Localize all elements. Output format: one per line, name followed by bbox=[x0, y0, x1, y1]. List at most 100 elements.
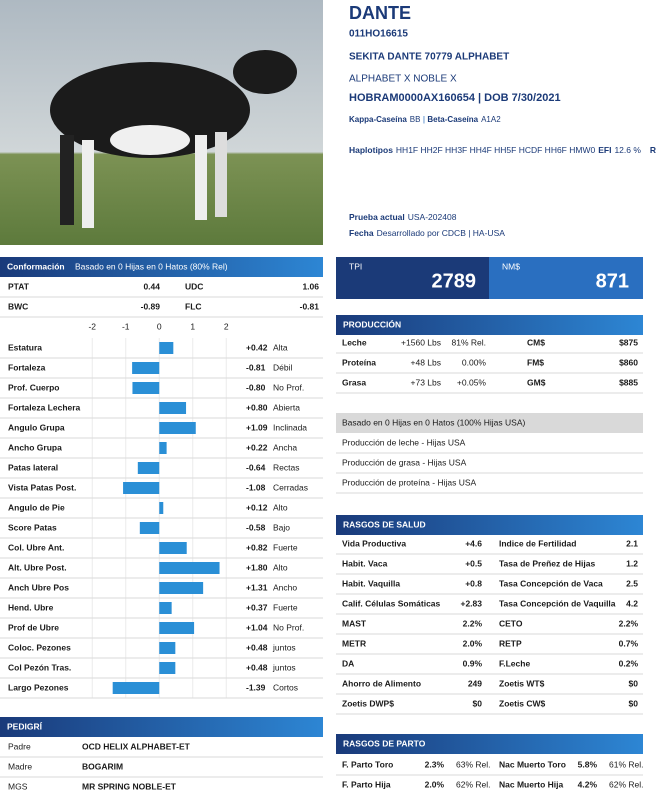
trait-desc: Ancho bbox=[273, 582, 297, 592]
health-value: 2.0% bbox=[463, 638, 483, 648]
index-label: TPI bbox=[349, 261, 362, 271]
trait-bar bbox=[139, 522, 160, 534]
trait-value: +0.22 bbox=[246, 442, 268, 452]
health-value: 249 bbox=[468, 678, 482, 688]
trait-value: +1.80 bbox=[246, 562, 268, 572]
trait-name: Ancho Grupa bbox=[8, 442, 62, 452]
calving-value: 4.2% bbox=[578, 779, 598, 789]
evaluation-label: Fecha bbox=[349, 228, 374, 238]
trait-desc: Abierta bbox=[273, 402, 300, 412]
trait-bar bbox=[137, 462, 160, 474]
trait-name: Hend. Ubre bbox=[8, 602, 54, 612]
trait-value: -1.08 bbox=[246, 482, 266, 492]
trait-value: +0.82 bbox=[246, 542, 268, 552]
index-value: 2789 bbox=[432, 270, 477, 292]
evaluation: Prueba actual USA-202408 bbox=[349, 212, 457, 222]
daughter-trait: Producción de leche - Hijas USA bbox=[342, 437, 466, 447]
trait-desc: Bajo bbox=[273, 522, 290, 532]
evaluation-value: Desarrollado por CDCB | HA-USA bbox=[377, 228, 506, 238]
trait-value: +0.48 bbox=[246, 642, 268, 652]
summary-label: PTAT bbox=[8, 281, 30, 291]
production-label: Grasa bbox=[342, 377, 366, 387]
section-title: PEDIGRÍ bbox=[7, 721, 43, 731]
section-title: PRODUCCIÓN bbox=[343, 318, 401, 329]
trait-value: -0.64 bbox=[246, 462, 266, 472]
casein-label: Beta-Caseína bbox=[427, 115, 478, 124]
evaluation-label: Prueba actual bbox=[349, 212, 405, 222]
trait-value: -0.81 bbox=[246, 362, 266, 372]
trait-bar bbox=[132, 362, 160, 374]
health-value: +0.8 bbox=[465, 578, 482, 588]
health-value: $0 bbox=[473, 698, 483, 708]
trait-name: Fortaleza Lechera bbox=[8, 402, 81, 412]
trait-value: +1.04 bbox=[246, 622, 268, 632]
trait-desc: Fuerte bbox=[273, 542, 298, 552]
health-label: DA bbox=[342, 658, 354, 668]
health-value: +4.6 bbox=[465, 538, 482, 548]
x-tick-label: -1 bbox=[122, 321, 130, 331]
haplotype-label: Haplotipos bbox=[349, 145, 393, 155]
trait-name: Largo Pezones bbox=[8, 682, 69, 692]
trait-value: +1.31 bbox=[246, 582, 268, 592]
daughter-trait: Producción de grasa - Hijas USA bbox=[342, 457, 467, 467]
trait-desc: Débil bbox=[273, 362, 292, 372]
haplotype-extra: RHA bbox=[650, 145, 656, 155]
trait-bar bbox=[159, 542, 187, 554]
trait-bar bbox=[159, 582, 204, 594]
section-header bbox=[0, 257, 323, 277]
health-value: 1.2 bbox=[626, 558, 638, 568]
health-label: Zoetis DWP$ bbox=[342, 698, 394, 708]
summary-value: -0.89 bbox=[141, 301, 161, 311]
trait-desc: Rectas bbox=[273, 462, 299, 472]
health-label: Zoetis WT$ bbox=[499, 678, 545, 688]
casein-value: BB bbox=[410, 115, 421, 124]
health-label: RETP bbox=[499, 638, 522, 648]
trait-value: +0.37 bbox=[246, 602, 268, 612]
calving-label: F. Parto Hija bbox=[342, 779, 391, 789]
trait-bar bbox=[123, 482, 160, 494]
trait-value: -0.58 bbox=[246, 522, 266, 532]
production-rel: 0.00% bbox=[462, 357, 487, 367]
health-value: $0 bbox=[629, 678, 639, 688]
section-header bbox=[0, 717, 323, 737]
health-label: Tasa de Preñez de Hijas bbox=[499, 558, 595, 568]
calving-label: Nac Muerto Toro bbox=[499, 759, 566, 769]
trait-name: Alt. Ubre Post. bbox=[8, 562, 67, 572]
index-box bbox=[336, 257, 489, 299]
x-tick-label: 0 bbox=[157, 321, 162, 331]
production-rel: +0.05% bbox=[457, 377, 487, 387]
calving-label: F. Parto Toro bbox=[342, 759, 393, 769]
production-value: +1560 Lbs bbox=[401, 337, 441, 347]
calving-value: 2.3% bbox=[425, 759, 445, 769]
bull-full-name: SEKITA DANTE 70779 ALPHABET bbox=[349, 52, 509, 63]
pedigree-value: MR SPRING NOBLE-ET bbox=[82, 781, 177, 791]
index-box bbox=[489, 257, 643, 299]
registration: HOBRAM0000AX160654 | DOB 7/30/2021 bbox=[349, 92, 561, 104]
section-header bbox=[336, 315, 643, 335]
production-index-value: $875 bbox=[619, 337, 638, 347]
health-label: Indice de Fertilidad bbox=[499, 538, 576, 548]
bull-code: 011HO16615 bbox=[349, 29, 408, 40]
health-label: Zoetis CW$ bbox=[499, 698, 546, 708]
production-index-label: GM$ bbox=[527, 377, 546, 387]
trait-bar bbox=[159, 562, 220, 574]
efi-value: 12.6 % bbox=[614, 145, 641, 155]
trait-bar bbox=[112, 682, 160, 694]
section-title: RASGOS DE PARTO bbox=[343, 738, 426, 748]
trait-desc: Alto bbox=[273, 502, 288, 512]
section-title: Conformación bbox=[7, 261, 65, 271]
health-value: 0.7% bbox=[619, 638, 639, 648]
trait-bar bbox=[159, 642, 176, 654]
section-title: RASGOS DE SALUD bbox=[343, 519, 426, 529]
health-label: Ahorro de Alimento bbox=[342, 678, 421, 688]
calving-value: 2.0% bbox=[425, 779, 445, 789]
daughter-trait: Producción de proteína - Hijas USA bbox=[342, 477, 477, 487]
calving-rel: 62% Rel. bbox=[609, 779, 644, 789]
trait-value: +0.12 bbox=[246, 502, 268, 512]
summary-label: FLC bbox=[185, 301, 202, 311]
trait-bar bbox=[159, 602, 172, 614]
trait-name: Col. Ubre Ant. bbox=[8, 542, 64, 552]
calving-rel: 61% Rel. bbox=[609, 759, 644, 769]
trait-desc: Cerradas bbox=[273, 482, 308, 492]
